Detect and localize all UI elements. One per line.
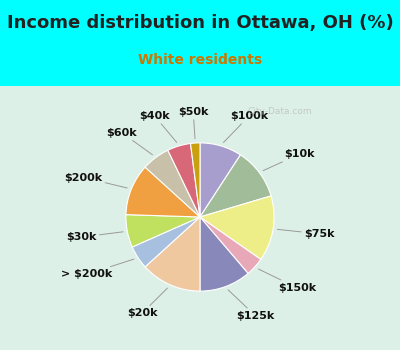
Wedge shape — [132, 217, 200, 267]
Text: $60k: $60k — [106, 128, 152, 155]
Text: $30k: $30k — [66, 232, 123, 242]
Text: $50k: $50k — [178, 107, 208, 139]
Text: $20k: $20k — [127, 288, 168, 318]
Text: Income distribution in Ottawa, OH (%): Income distribution in Ottawa, OH (%) — [7, 14, 393, 32]
Wedge shape — [126, 215, 200, 247]
Wedge shape — [200, 217, 261, 273]
Wedge shape — [168, 144, 200, 217]
Text: $125k: $125k — [228, 290, 274, 321]
Text: $10k: $10k — [263, 149, 315, 171]
Text: $150k: $150k — [258, 269, 316, 293]
Wedge shape — [200, 217, 248, 291]
Text: $200k: $200k — [64, 173, 127, 188]
Text: > $200k: > $200k — [60, 259, 134, 279]
Wedge shape — [190, 143, 200, 217]
Wedge shape — [145, 217, 200, 291]
Text: White residents: White residents — [138, 52, 262, 66]
Wedge shape — [200, 155, 271, 217]
Wedge shape — [145, 150, 200, 217]
Text: $40k: $40k — [140, 111, 177, 142]
Text: City-Data.com: City-Data.com — [248, 107, 312, 117]
Wedge shape — [126, 167, 200, 217]
Wedge shape — [200, 196, 274, 259]
Text: $75k: $75k — [277, 229, 334, 239]
Text: $100k: $100k — [224, 111, 268, 142]
Wedge shape — [200, 143, 240, 217]
